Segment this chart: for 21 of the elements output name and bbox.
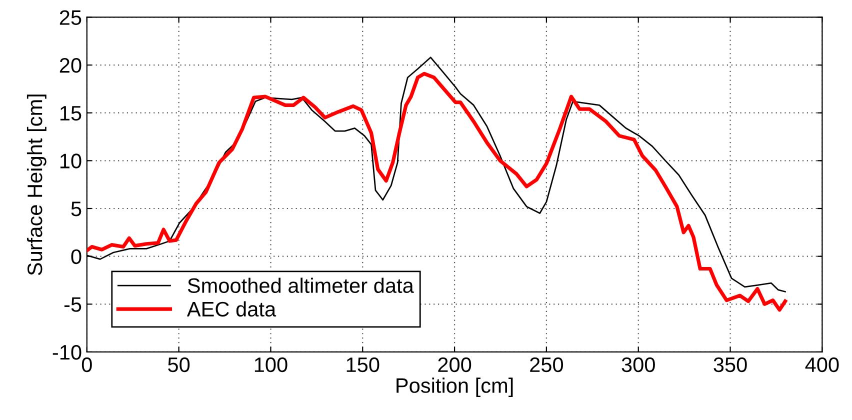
legend-label: Smoothed altimeter data (188, 278, 414, 294)
x-tick-label: 350 (714, 357, 747, 372)
y-axis-title: Surface Height [cm] (26, 94, 46, 276)
y-tick-label: 5 (71, 202, 82, 216)
x-tick-label: 200 (438, 357, 472, 372)
x-tick-label: 250 (530, 357, 564, 372)
y-tick-label: 25 (60, 10, 82, 25)
x-tick-label: 100 (254, 357, 288, 372)
x-tick-label: 150 (346, 357, 380, 372)
y-tick-label: 0 (71, 249, 82, 264)
x-axis-title: Position [cm] (396, 378, 513, 398)
y-tick-label: 15 (60, 106, 82, 121)
x-tick-label: 50 (168, 357, 190, 372)
y-tick-label: 10 (60, 154, 82, 168)
y-tick-label: 20 (60, 58, 82, 73)
y-tick-label: -10 (52, 344, 82, 360)
legend-label: AEC data (186, 301, 276, 317)
x-tick-label: 400 (805, 357, 839, 372)
x-tick-label: 0 (82, 357, 92, 372)
y-tick-label: -5 (64, 297, 82, 312)
x-tick-label: 300 (622, 357, 655, 372)
